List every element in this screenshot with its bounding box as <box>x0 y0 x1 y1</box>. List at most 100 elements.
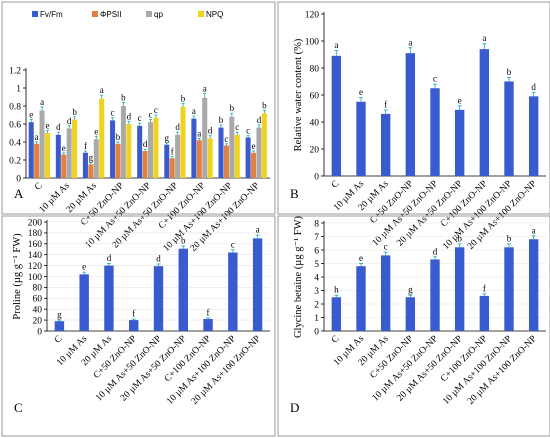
y-tick-label: 60 <box>33 295 43 305</box>
significance-label: a <box>408 37 412 47</box>
bar <box>356 101 366 176</box>
y-tick-label: 140 <box>28 251 43 261</box>
significance-label: d <box>175 122 180 132</box>
y-tick-label: 3 <box>314 287 319 297</box>
bar <box>153 117 159 178</box>
bar <box>234 134 240 178</box>
y-tick-label: 100 <box>305 37 320 47</box>
panel-letter: B <box>290 186 299 201</box>
y-tick-label: 20 <box>310 145 320 155</box>
bar <box>72 119 78 178</box>
bar <box>202 97 208 178</box>
panel-border <box>1 215 276 437</box>
bar <box>93 139 99 178</box>
significance-label: d <box>56 122 61 132</box>
bar <box>479 49 490 176</box>
significance-label: f <box>84 141 87 151</box>
bar <box>126 124 132 178</box>
bar <box>110 120 116 178</box>
significance-label: b <box>181 93 186 103</box>
significance-label: a <box>203 83 207 93</box>
bar <box>120 106 126 178</box>
y-tick-label: 0 <box>314 327 319 337</box>
bar <box>331 55 342 176</box>
y-tick-label: 0 <box>314 172 319 182</box>
significance-label: g <box>57 310 62 320</box>
significance-label: c <box>246 126 250 136</box>
significance-label: a <box>334 40 338 50</box>
significance-label: f <box>132 309 135 319</box>
bar <box>203 319 213 331</box>
y-tick-label: 0.4 <box>9 138 21 148</box>
significance-label: c <box>433 74 437 84</box>
significance-label: b <box>72 107 77 117</box>
bar <box>99 98 105 178</box>
bar <box>479 295 490 331</box>
significance-label: b <box>262 101 267 111</box>
bar <box>223 145 229 178</box>
significance-label: b <box>219 115 224 125</box>
significance-label: e <box>458 95 462 105</box>
category-label: C <box>33 181 45 193</box>
panel-letter: D <box>290 400 299 415</box>
y-tick-label: 120 <box>28 262 43 272</box>
panel-letter: A <box>14 186 24 201</box>
bar <box>82 152 88 178</box>
bar <box>137 125 143 178</box>
bar <box>229 116 235 178</box>
bar <box>88 164 94 178</box>
significance-label: c <box>138 113 142 123</box>
legend-label: ΦPSII <box>100 10 122 19</box>
significance-label: f <box>171 146 174 156</box>
bar <box>331 297 342 331</box>
bar <box>55 134 61 178</box>
bar <box>207 138 213 178</box>
significance-label: b <box>181 235 186 245</box>
significance-label: h <box>334 285 339 295</box>
y-tick-label: 7 <box>314 233 319 243</box>
significance-label: g <box>408 285 413 295</box>
category-label: C <box>330 179 342 191</box>
bar <box>252 238 263 331</box>
legend-label: Fv/Fm <box>40 10 63 19</box>
bar <box>528 96 539 176</box>
significance-label: b <box>116 132 121 142</box>
bar <box>180 106 186 178</box>
significance-label: e <box>94 127 98 137</box>
legend-swatch <box>92 11 98 17</box>
legend-swatch <box>146 11 152 17</box>
significance-label: a <box>100 85 104 95</box>
panel-c: 020406080100120140160180200gedfdbfcaC10 … <box>1 215 276 437</box>
y-axis-title: Relative water content (%) <box>293 38 304 151</box>
legend-swatch <box>198 11 204 17</box>
significance-label: d <box>208 126 213 136</box>
significance-label: c <box>154 105 158 115</box>
bar <box>148 122 154 178</box>
bar <box>28 122 34 178</box>
bar <box>251 152 257 178</box>
panel-border <box>277 1 550 215</box>
bar <box>34 143 40 178</box>
y-tick-label: 1 <box>16 84 21 94</box>
bar <box>164 144 170 178</box>
significance-label: b <box>457 233 462 243</box>
significance-label: a <box>35 132 39 142</box>
y-tick-label: 0.2 <box>9 156 21 166</box>
y-tick-label: 40 <box>310 118 320 128</box>
bar <box>218 127 224 178</box>
bar <box>454 109 465 176</box>
y-tick-label: 180 <box>28 229 43 239</box>
y-tick-label: 8 <box>314 219 319 229</box>
y-tick-label: 0.8 <box>9 102 21 112</box>
y-tick-label: 20 <box>33 316 43 326</box>
significance-label: e <box>359 253 363 263</box>
bar <box>228 252 238 331</box>
y-tick-label: 0.6 <box>9 120 21 130</box>
bar <box>504 247 514 331</box>
significance-label: a <box>40 97 44 107</box>
bar <box>153 266 164 331</box>
bar <box>504 81 514 176</box>
